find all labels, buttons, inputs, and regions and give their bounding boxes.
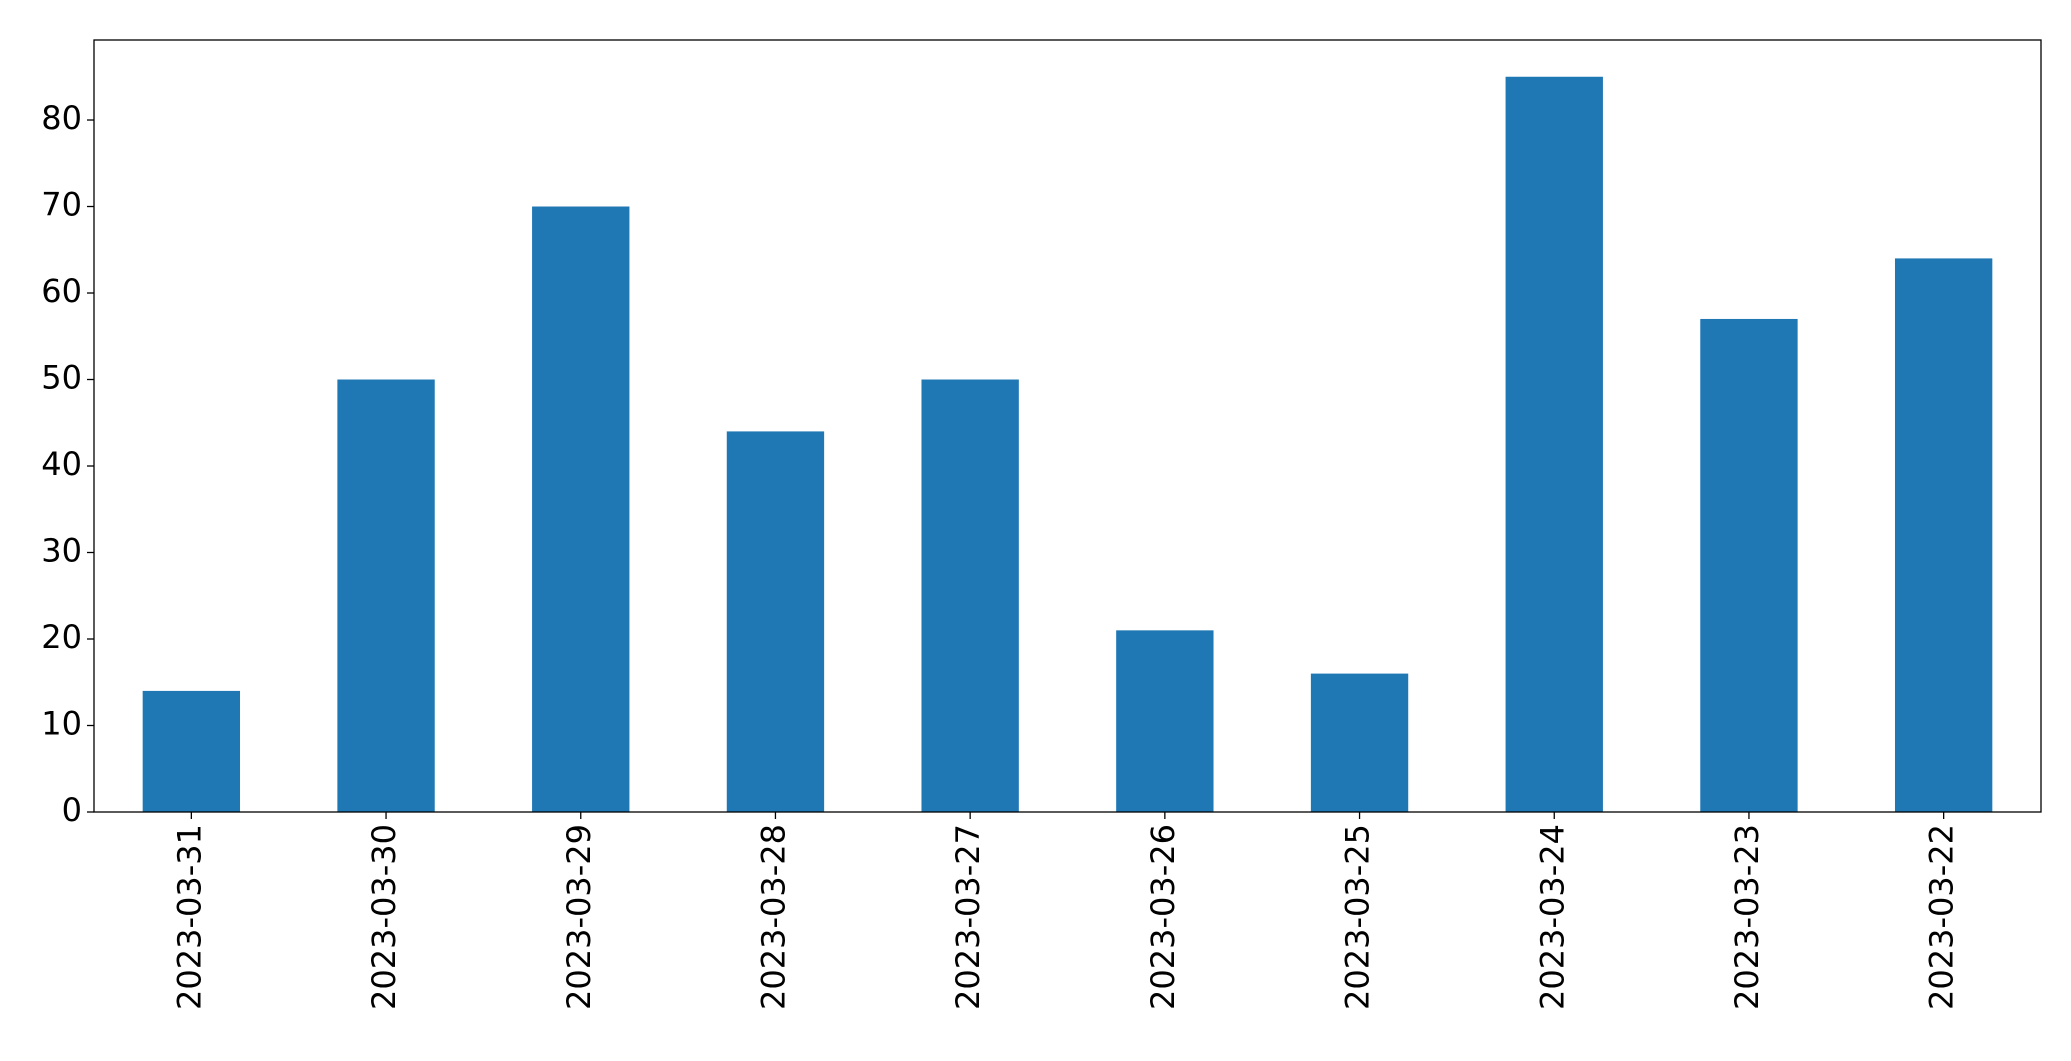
x-tick-label: 2023-03-30 xyxy=(365,824,403,1010)
y-tick-label: 70 xyxy=(41,186,82,224)
bar xyxy=(921,379,1019,812)
x-tick-label: 2023-03-27 xyxy=(949,824,987,1010)
bar xyxy=(1310,673,1409,812)
y-tick-label: 40 xyxy=(41,445,82,483)
bar xyxy=(726,431,825,812)
bar xyxy=(337,379,435,812)
x-tick-label: 2023-03-22 xyxy=(1923,824,1961,1010)
y-tick-label: 20 xyxy=(41,618,82,656)
y-tick-label: 60 xyxy=(41,272,82,310)
bar xyxy=(1505,76,1603,812)
bar xyxy=(1700,318,1798,812)
x-tick-label: 2023-03-24 xyxy=(1533,824,1571,1010)
bar xyxy=(142,690,241,812)
x-tick-label: 2023-03-23 xyxy=(1728,824,1766,1010)
x-tick-label: 2023-03-31 xyxy=(170,824,208,1010)
y-tick-label: 80 xyxy=(41,99,82,137)
x-tick-label: 2023-03-29 xyxy=(560,824,598,1010)
y-tick-label: 30 xyxy=(41,532,82,570)
x-tick-label: 2023-03-28 xyxy=(754,824,792,1010)
bar xyxy=(1116,630,1214,812)
y-tick-label: 0 xyxy=(62,791,82,829)
bar xyxy=(1894,258,1993,813)
y-tick-label: 10 xyxy=(41,705,82,743)
y-tick-label: 50 xyxy=(41,359,82,397)
bar xyxy=(532,206,630,812)
x-tick-label: 2023-03-26 xyxy=(1144,824,1182,1010)
x-tick-label: 2023-03-25 xyxy=(1339,824,1377,1010)
plot-frame xyxy=(93,39,2042,813)
